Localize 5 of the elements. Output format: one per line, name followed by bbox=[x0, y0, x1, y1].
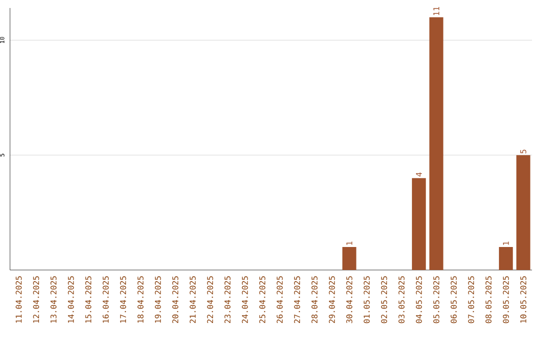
bar bbox=[498, 247, 513, 270]
bar bbox=[412, 178, 426, 270]
bar bbox=[516, 155, 530, 270]
bar bbox=[342, 247, 356, 270]
bar bbox=[429, 17, 444, 270]
